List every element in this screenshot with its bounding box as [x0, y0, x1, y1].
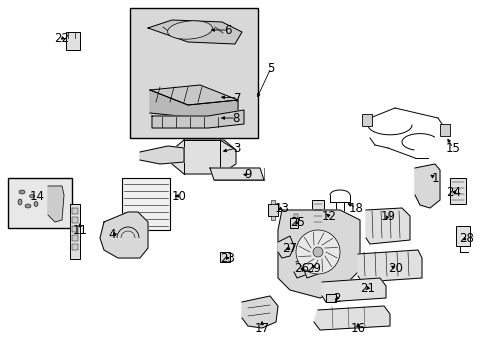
- Bar: [270, 200, 274, 204]
- Text: 11: 11: [72, 224, 87, 237]
- Bar: [66, 32, 80, 50]
- Bar: [455, 226, 469, 246]
- Text: 16: 16: [350, 321, 365, 334]
- Polygon shape: [242, 296, 278, 328]
- Polygon shape: [293, 256, 312, 278]
- Ellipse shape: [34, 202, 38, 207]
- Polygon shape: [321, 278, 385, 302]
- Polygon shape: [357, 250, 421, 282]
- Bar: [293, 214, 297, 218]
- Text: 10: 10: [171, 189, 186, 202]
- Ellipse shape: [19, 190, 25, 194]
- Text: 18: 18: [348, 202, 363, 215]
- Bar: [72, 226, 78, 232]
- Polygon shape: [365, 208, 409, 244]
- Polygon shape: [278, 210, 359, 298]
- Text: 20: 20: [388, 261, 403, 274]
- Bar: [72, 235, 78, 241]
- Text: 6: 6: [224, 23, 231, 36]
- Text: 21: 21: [360, 282, 375, 294]
- Circle shape: [295, 230, 339, 274]
- Text: 25: 25: [290, 216, 305, 229]
- Text: 27: 27: [282, 242, 297, 255]
- Polygon shape: [313, 306, 389, 330]
- Text: 14: 14: [29, 189, 44, 202]
- Text: 4: 4: [108, 228, 116, 240]
- Polygon shape: [278, 236, 293, 258]
- Text: 17: 17: [254, 321, 269, 334]
- Ellipse shape: [18, 199, 22, 205]
- Polygon shape: [48, 186, 64, 222]
- Ellipse shape: [25, 204, 31, 208]
- Text: 9: 9: [244, 168, 251, 181]
- Text: 8: 8: [232, 112, 239, 125]
- Text: 5: 5: [267, 62, 274, 75]
- Bar: [72, 244, 78, 250]
- Text: 22: 22: [54, 31, 69, 45]
- Bar: [70, 204, 80, 259]
- Text: 24: 24: [446, 185, 461, 198]
- Text: 26: 26: [294, 261, 309, 274]
- Text: 28: 28: [459, 231, 473, 244]
- Bar: [72, 217, 78, 223]
- Polygon shape: [209, 168, 264, 180]
- Text: 13: 13: [274, 202, 289, 215]
- Bar: [270, 216, 274, 220]
- Circle shape: [312, 247, 323, 257]
- Polygon shape: [414, 164, 439, 208]
- Bar: [122, 178, 170, 230]
- Ellipse shape: [167, 21, 212, 39]
- Text: 19: 19: [380, 210, 395, 222]
- Text: 29: 29: [306, 261, 321, 274]
- Polygon shape: [150, 90, 238, 118]
- Text: 2: 2: [332, 292, 340, 305]
- Bar: [289, 218, 297, 228]
- Text: 3: 3: [233, 141, 240, 154]
- Bar: [311, 200, 324, 230]
- Polygon shape: [150, 85, 238, 105]
- Bar: [325, 294, 335, 302]
- Bar: [8, 178, 72, 228]
- Polygon shape: [140, 146, 183, 164]
- Polygon shape: [152, 110, 244, 128]
- Bar: [439, 124, 449, 136]
- Polygon shape: [304, 255, 323, 278]
- Text: 12: 12: [321, 210, 336, 222]
- Text: 7: 7: [234, 91, 241, 104]
- Polygon shape: [148, 20, 242, 44]
- Text: 1: 1: [430, 171, 438, 184]
- Bar: [72, 208, 78, 214]
- Polygon shape: [100, 212, 148, 258]
- Bar: [220, 252, 229, 262]
- Ellipse shape: [29, 194, 35, 198]
- Polygon shape: [172, 140, 236, 174]
- Bar: [130, 8, 258, 138]
- Bar: [449, 178, 465, 204]
- Text: 23: 23: [220, 252, 235, 265]
- Bar: [361, 114, 371, 126]
- Bar: [267, 204, 278, 216]
- Text: 15: 15: [445, 141, 460, 154]
